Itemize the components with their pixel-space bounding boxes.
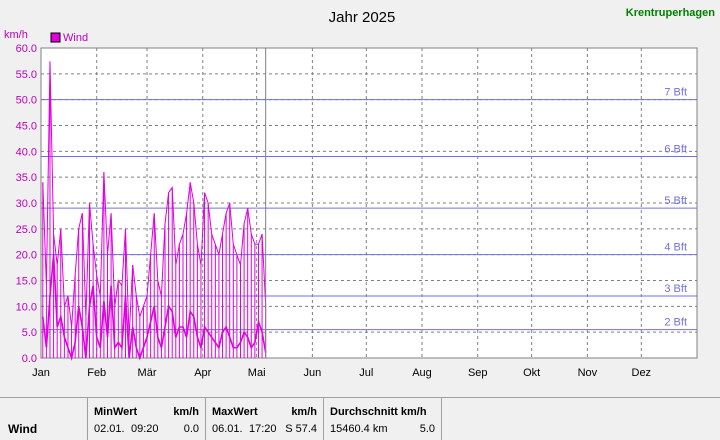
- station-name: Krentruperhagen: [626, 7, 716, 19]
- beaufort-label: 5 Bft: [664, 195, 687, 207]
- stats-min-unit: km/h: [173, 406, 199, 418]
- y-tick-label: 40.0: [16, 146, 37, 158]
- stats-max-date: 06.01.: [212, 423, 243, 435]
- y-tick-label: 35.0: [16, 172, 37, 184]
- beaufort-label: 2 Bft: [664, 317, 687, 329]
- stats-max-time: 17:20: [249, 423, 277, 435]
- stats-min-value: 0.0: [183, 423, 199, 435]
- stats-avg-value: 5.0: [419, 423, 435, 435]
- y-tick-label: 30.0: [16, 198, 37, 210]
- stats-max-unit: km/h: [291, 406, 317, 418]
- stats-max-value: S 57.4: [285, 423, 317, 435]
- wind-chart: Jahr 2025 Krentruperhagen km/h Wind 2 Bf…: [4, 7, 716, 379]
- legend-swatch: [50, 32, 61, 43]
- x-tick-label: Mai: [248, 367, 266, 379]
- x-tick-label: Nov: [578, 367, 598, 379]
- stats-row-label-cell: Wind: [0, 398, 88, 440]
- stats-row-label: Wind: [8, 422, 38, 436]
- x-tick-label: Mär: [138, 367, 157, 379]
- stats-min-title: MinWert: [94, 406, 138, 418]
- y-tick-label: 60.0: [16, 43, 37, 55]
- y-tick-label: 5.0: [22, 327, 37, 339]
- y-tick-label: 0.0: [22, 353, 37, 365]
- beaufort-label: 4 Bft: [664, 242, 687, 254]
- stats-panel: Wind MinWert km/h 02.01. 09:20 0.0 MaxWe…: [0, 397, 720, 440]
- stats-max-cell: MaxWert km/h 06.01. 17:20 S 57.4: [206, 398, 324, 440]
- x-tick-label: Jan: [32, 367, 50, 379]
- x-tick-label: Feb: [87, 367, 106, 379]
- y-tick-label: 55.0: [16, 69, 37, 81]
- beaufort-label: 3 Bft: [664, 283, 687, 295]
- y-ticks: 0.0 5.0 10.0 15.0 20.0 25.0 30.0 35.0 40.0 45.0 50…: [16, 43, 37, 365]
- series-max-line: [42, 61, 267, 338]
- legend-label: Wind: [63, 32, 88, 44]
- x-tick-label: Sep: [468, 367, 488, 379]
- y-tick-label: 45.0: [16, 121, 37, 133]
- stats-avg-distance: 15460.4 km: [330, 423, 388, 435]
- chart-title: Jahr 2025: [329, 9, 396, 26]
- x-tick-label: Okt: [523, 367, 540, 379]
- beaufort-lines: 2 Bft 3 Bft 4 Bft 5 Bft 6 Bft 7 Bft: [41, 87, 697, 331]
- beaufort-label: 7 Bft: [664, 87, 687, 99]
- y-tick-label: 20.0: [16, 250, 37, 262]
- stats-min-cell: MinWert km/h 02.01. 09:20 0.0: [88, 398, 206, 440]
- x-tick-label: Aug: [412, 367, 432, 379]
- stats-max-title: MaxWert: [212, 406, 258, 418]
- y-tick-label: 25.0: [16, 224, 37, 236]
- x-tick-label: Apr: [194, 367, 211, 379]
- stats-avg-cell: Durchschnitt km/h 15460.4 km 5.0: [324, 398, 442, 440]
- x-tick-label: Dez: [632, 367, 652, 379]
- y-tick-label: 50.0: [16, 95, 37, 107]
- x-tick-label: Jul: [359, 367, 373, 379]
- y-tick-label: 15.0: [16, 276, 37, 288]
- x-ticks: Jan Feb Mär Apr Mai Jun Jul Aug Sep Okt Nov Dez: [32, 367, 651, 379]
- stats-min-date: 02.01.: [94, 423, 125, 435]
- y-tick-label: 10.0: [16, 301, 37, 313]
- x-tick-label: Jun: [304, 367, 322, 379]
- beaufort-label: 6 Bft: [664, 144, 687, 156]
- stats-min-time: 09:20: [131, 423, 159, 435]
- y-axis-unit: km/h: [4, 29, 28, 41]
- stats-avg-title: Durchschnitt km/h: [330, 406, 427, 418]
